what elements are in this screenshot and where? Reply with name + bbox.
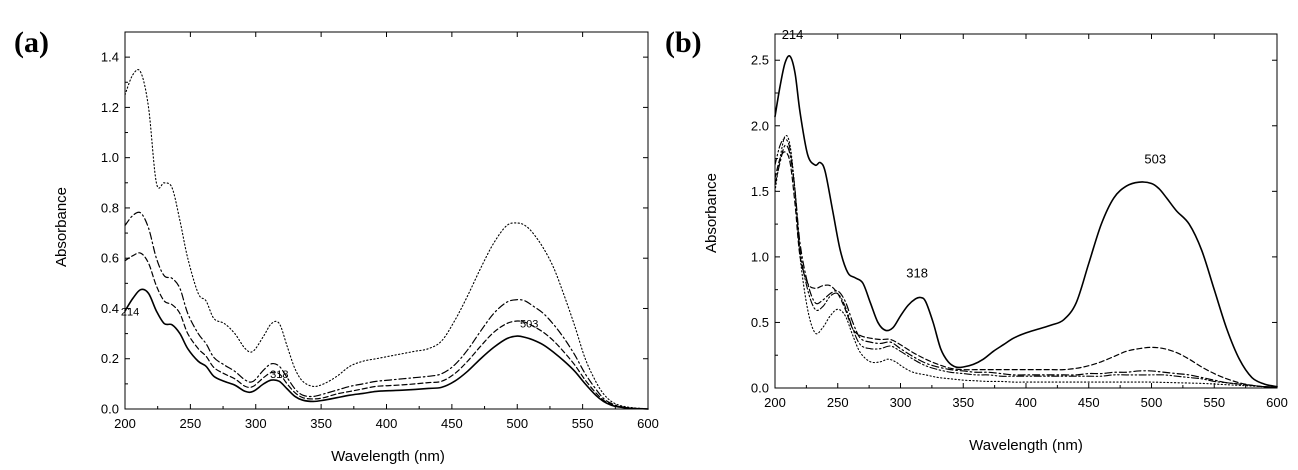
x-tick-label-a: 500 — [506, 416, 528, 431]
series-line-dash-dot-dot-b — [774, 138, 1278, 388]
y-tick-label-a: 0.2 — [101, 351, 119, 366]
x-tick-label-b: 300 — [890, 395, 912, 410]
y-tick-label-a: 0.0 — [101, 402, 119, 417]
y-tick-label-b: 1.0 — [751, 249, 769, 264]
panel-label-b: (b) — [665, 26, 702, 59]
y-tick-label-b: 0.5 — [751, 315, 769, 330]
panel-label-a: (a) — [14, 26, 49, 59]
series-line-dotted-a — [124, 69, 649, 410]
x-tick-label-a: 550 — [572, 416, 594, 431]
x-tick-label-b: 250 — [827, 395, 849, 410]
peak-label-214-a: 214 — [121, 306, 139, 318]
series-line-dotted-b — [774, 134, 1278, 388]
x-tick-label-a: 600 — [637, 416, 659, 431]
x-tick-label-b: 200 — [764, 395, 786, 410]
y-tick-label-b: 2.5 — [751, 53, 769, 68]
y-tick-label-a: 0.6 — [101, 251, 119, 266]
y-tick-label-a: 1.2 — [101, 100, 119, 115]
x-tick-label-a: 300 — [245, 416, 267, 431]
peak-label-214-b: 214 — [782, 27, 804, 42]
y-tick-label-a: 1.0 — [101, 150, 119, 165]
peak-label-503-a: 503 — [520, 319, 538, 331]
y-tick-label-a: 0.8 — [101, 200, 119, 215]
y-tick-label-a: 0.4 — [101, 301, 119, 316]
x-tick-label-b: 400 — [1015, 395, 1037, 410]
y-tick-label-b: 2.0 — [751, 118, 769, 133]
chart-panel-b: (b) 200 250 300 350 400 450 500 550 600 0.0 0.5 1.0… — [665, 26, 1288, 454]
x-tick-label-a: 200 — [114, 416, 136, 431]
x-tick-label-a: 450 — [441, 416, 463, 431]
series-line-solid-b — [774, 55, 1278, 388]
x-tick-label-b: 350 — [952, 395, 974, 410]
peak-label-318-b: 318 — [906, 266, 928, 281]
x-tick-label-b: 600 — [1266, 395, 1288, 410]
x-tick-label-a: 250 — [180, 416, 202, 431]
x-tick-label-b: 500 — [1141, 395, 1163, 410]
plot-frame-a — [124, 31, 649, 410]
x-tick-label-b: 450 — [1078, 395, 1100, 410]
x-tick-label-b: 550 — [1203, 395, 1225, 410]
y-tick-label-a: 1.4 — [101, 50, 119, 65]
y-tick-label-b: 1.5 — [751, 184, 769, 199]
x-tick-label-a: 350 — [310, 416, 332, 431]
series-line-dash-dot-b — [774, 144, 1278, 388]
peak-label-318-a: 318 — [270, 369, 288, 381]
chart-panel-a: (a) 200 250 300 350 400 450 500 550 600 0.0 0.2 0.4… — [14, 26, 659, 465]
series-line-dashed-b — [774, 151, 1278, 388]
plot-frame-b — [774, 33, 1278, 389]
y-axis-label-b: Absorbance — [703, 173, 720, 253]
x-tick-label-a: 400 — [376, 416, 398, 431]
series-line-dashed-a — [124, 252, 649, 410]
y-tick-label-b: 0.0 — [751, 381, 769, 396]
x-axis-label-a: Wavelength (nm) — [331, 448, 445, 465]
series-line-solid-a — [124, 288, 649, 410]
x-axis-label-b: Wavelength (nm) — [969, 437, 1083, 454]
series-line-dash-dot-a — [124, 211, 649, 410]
peak-label-503-b: 503 — [1144, 152, 1166, 167]
y-axis-label-a: Absorbance — [53, 187, 70, 267]
